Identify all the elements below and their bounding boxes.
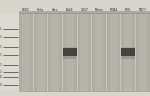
Bar xyxy=(47,13,48,91)
Bar xyxy=(124,13,132,91)
Text: Memo: Memo xyxy=(95,8,103,12)
Text: 60: 60 xyxy=(0,63,2,67)
Text: 100: 100 xyxy=(0,75,2,79)
Bar xyxy=(120,13,121,91)
Bar xyxy=(0,13,19,91)
Bar xyxy=(19,11,150,13)
Bar xyxy=(110,13,118,91)
Bar xyxy=(19,13,150,91)
Bar xyxy=(62,13,63,91)
Bar xyxy=(121,48,135,56)
Text: MDA4: MDA4 xyxy=(109,8,118,12)
Bar xyxy=(22,13,30,91)
Bar xyxy=(91,13,92,91)
Text: MCF7: MCF7 xyxy=(139,8,147,12)
Text: POG: POG xyxy=(125,8,131,12)
Text: 220: 220 xyxy=(0,83,2,87)
Text: A549: A549 xyxy=(66,8,74,12)
Bar xyxy=(51,13,59,91)
Bar xyxy=(66,13,74,91)
Bar xyxy=(63,48,76,56)
Bar xyxy=(18,13,19,91)
Text: 20: 20 xyxy=(0,35,2,39)
Bar xyxy=(80,13,88,91)
Bar xyxy=(106,13,107,91)
Text: HEK2: HEK2 xyxy=(22,8,30,12)
Bar xyxy=(122,56,135,59)
Bar xyxy=(63,47,76,48)
Bar xyxy=(95,13,103,91)
Bar xyxy=(139,13,147,91)
Text: 15: 15 xyxy=(0,27,2,31)
Text: 80: 80 xyxy=(0,70,2,74)
Text: 30: 30 xyxy=(0,45,2,49)
Text: 40: 40 xyxy=(0,53,2,57)
Bar xyxy=(122,47,135,48)
Bar xyxy=(135,13,136,91)
Bar xyxy=(77,13,78,91)
Bar xyxy=(63,56,76,59)
Text: HeLa: HeLa xyxy=(37,8,44,12)
Text: COS7: COS7 xyxy=(80,8,88,12)
Bar xyxy=(33,13,34,91)
Text: Vero: Vero xyxy=(52,8,58,12)
Bar xyxy=(37,13,45,91)
